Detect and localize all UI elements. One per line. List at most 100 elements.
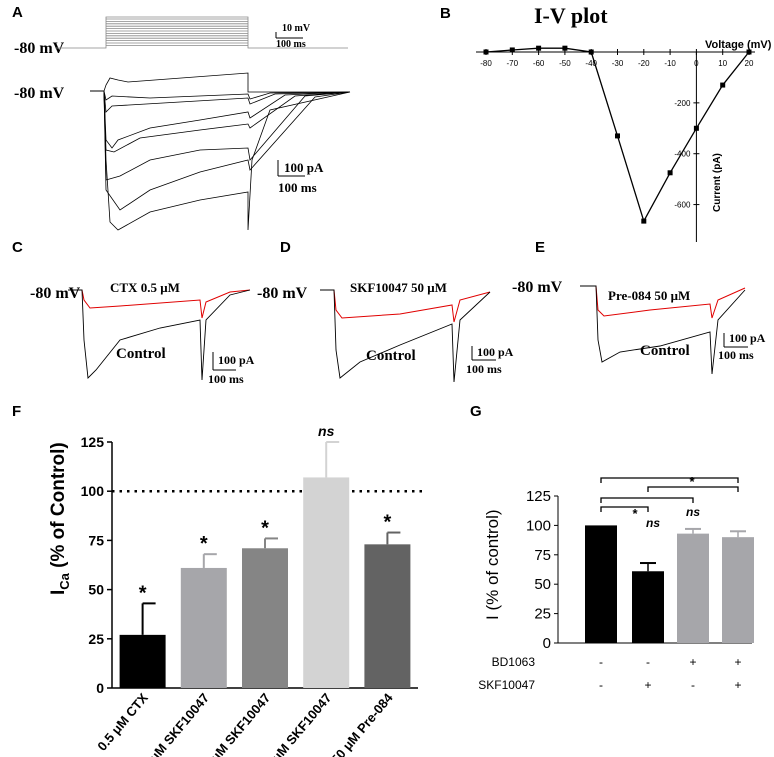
g-comparison-bracket: [600, 506, 649, 512]
scale-pa-e: 100 pA: [729, 331, 766, 345]
iv-x-tick-label: -70: [507, 59, 519, 68]
current-scale-bar: 100 pA 100 ms: [277, 160, 324, 195]
g-row-label: BD1063: [492, 655, 536, 669]
g-y-tick-label: 100: [526, 517, 551, 534]
current-scale-ms: 100 ms: [278, 180, 317, 195]
current-scale-pa: 100 pA: [284, 160, 324, 175]
iv-x-tick-label: -60: [533, 59, 545, 68]
g-bar: [585, 525, 617, 643]
g-comparison-bracket: [647, 486, 739, 492]
f-y-tick-label: 125: [81, 434, 105, 450]
f-category-label: 0.5 μM CTX: [94, 690, 151, 754]
panel-d: D -80 mV SKF10047 50 μM Control 100 pA 1…: [257, 239, 514, 383]
control-trace-d: [320, 289, 491, 383]
iv-point: [693, 125, 699, 131]
control-label-c: Control: [116, 346, 166, 362]
scale-ms-c: 100 ms: [208, 372, 244, 386]
iv-title: I-V plot: [534, 3, 608, 28]
f-y-tick-label: 100: [81, 483, 105, 499]
holding-label-top: -80 mV: [14, 40, 65, 57]
scale-ms-d: 100 ms: [466, 362, 502, 376]
iv-y-tick-label: -400: [674, 150, 691, 159]
f-significance-label: ns: [318, 423, 335, 439]
panel-f: F ICa (% of Control) 0 25 50 75 100 125 * 0.5 …: [12, 403, 424, 757]
g-y-tick-label: 25: [534, 606, 551, 623]
control-label-e: Control: [640, 343, 690, 359]
iv-point: [615, 133, 620, 139]
g-bar: [677, 533, 709, 643]
g-comparison-label: *: [689, 474, 695, 489]
g-marks: * ns ns * BD1063 - - + + SKF10047 - + - +: [478, 474, 754, 692]
f-significance-label: *: [384, 512, 392, 534]
iv-point: [588, 49, 594, 55]
iv-y-tick-label: -200: [674, 99, 691, 108]
panel-c: C -80 mV CTX 0.5 μM Control 100 pA 100 m…: [12, 239, 255, 386]
iv-point: [667, 170, 673, 176]
f-marks: *0.5 μM CTX*50 μM SKF10047*25 μM SKF1004…: [94, 423, 411, 757]
iv-point: [746, 49, 752, 55]
panel-letter-e: E: [535, 239, 545, 256]
iv-axes: -80 -70 -60 -50 -40 -30 -20 -10 0 10 20 -200 -400 -60…: [476, 49, 755, 242]
f-bar: [242, 548, 288, 688]
panel-letter-g: G: [470, 403, 482, 420]
iv-x-tick-label: -10: [664, 59, 676, 68]
g-y-tick-label: 125: [526, 488, 551, 505]
scale-ms-e: 100 ms: [718, 348, 754, 362]
iv-xlabel: Voltage (mV): [705, 39, 772, 51]
g-y-tick-label: 75: [534, 547, 551, 564]
iv-point: [720, 82, 726, 88]
g-condition-sign: +: [734, 655, 741, 669]
panel-a: A -80 mV 10 mV 100 ms -80 mV 100 pA: [12, 4, 351, 231]
g-comparison-label: *: [632, 506, 638, 521]
g-bar: [632, 571, 664, 643]
control-trace-e: [580, 285, 746, 375]
g-comparison-bracket: [600, 477, 739, 483]
f-y-tick-label: 0: [96, 680, 104, 696]
iv-ylabel: Current (pA): [712, 153, 723, 212]
f-bar: [364, 544, 411, 688]
f-significance-label: *: [261, 517, 269, 539]
iv-point: [536, 45, 542, 51]
iv-x-tick-label: -30: [612, 59, 624, 68]
voltage-protocol: [55, 16, 348, 49]
g-ylabel: I (% of control): [483, 509, 502, 620]
step-scale-mv: 10 mV: [282, 23, 311, 34]
panel-letter-b: B: [440, 5, 451, 22]
f-bar: [303, 477, 350, 688]
g-bar: [722, 537, 754, 643]
iv-x-tick-label: -20: [638, 59, 650, 68]
f-y-tick-label: 75: [88, 532, 104, 548]
iv-marks: [483, 45, 752, 224]
panel-e: E -80 mV Pre-084 50 μM Control 100 pA 10…: [512, 239, 766, 375]
panel-letter-c: C: [12, 239, 23, 256]
iv-y-tick-label: -600: [674, 201, 691, 210]
holding-label-trace: -80 mV: [14, 85, 65, 102]
iv-point: [483, 49, 489, 55]
g-row-label: SKF10047: [478, 678, 535, 692]
drug-label-d: SKF10047 50 μM: [350, 280, 447, 295]
g-axes: 0 25 50 75 100 125: [526, 488, 752, 652]
g-y-tick-label: 0: [543, 635, 551, 652]
iv-x-tick-label: 20: [745, 59, 754, 68]
f-bar: [119, 634, 166, 688]
panel-letter-a: A: [12, 4, 23, 21]
iv-point: [641, 218, 647, 224]
f-category-label: 50 μM Pre-084: [328, 690, 396, 757]
g-comparison-label: ns: [686, 505, 700, 519]
iv-x-tick-label: 0: [694, 59, 699, 68]
control-trace-c: [68, 289, 251, 381]
drug-label-c: CTX 0.5 μM: [110, 280, 180, 295]
f-ylabel: ICa (% of Control): [48, 442, 72, 595]
step-scale-bar: 10 mV 100 ms: [275, 23, 311, 50]
f-bar: [180, 567, 227, 688]
f-significance-label: *: [200, 533, 208, 555]
control-label-d: Control: [366, 348, 416, 364]
scale-pa-c: 100 pA: [218, 353, 255, 367]
g-condition-sign: -: [599, 655, 603, 669]
iv-point: [562, 45, 568, 51]
drug-trace-c: [68, 289, 251, 319]
panel-b: B I-V plot Voltage (mV) Current (pA) -80…: [440, 3, 772, 242]
drug-label-e: Pre-084 50 μM: [608, 288, 690, 303]
panel-g: G I (% of control) 0 25 50 75 100 125 * ns ns * B…: [470, 403, 754, 692]
